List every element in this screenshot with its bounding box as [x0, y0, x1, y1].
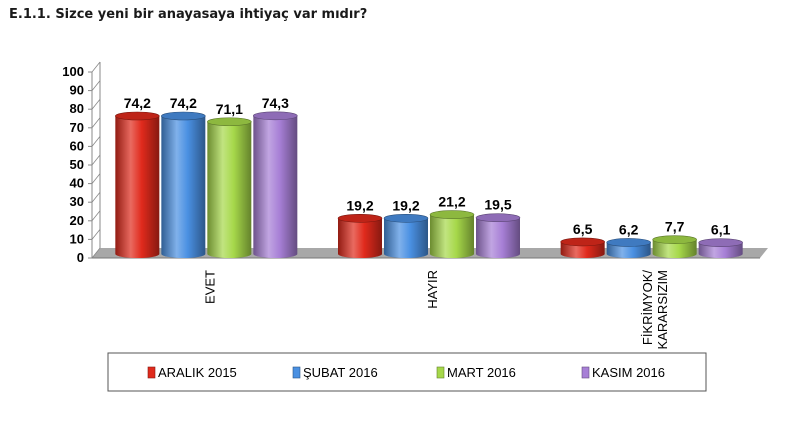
bar-body	[384, 218, 428, 258]
bar	[161, 111, 206, 258]
bar-top	[115, 111, 160, 121]
bar-body	[161, 115, 206, 258]
y-tick-connector	[91, 229, 101, 240]
legend-item: ŞUBAT 2016	[292, 365, 378, 380]
legend-item: ARALIK 2015	[147, 365, 237, 380]
legend-label: KASIM 2016	[592, 365, 665, 380]
bar-top	[560, 237, 605, 247]
y-tick-label: 50	[70, 157, 84, 172]
category-labels: EVET HAYIR FİKRİMYOK/KARARSIZIM	[202, 270, 670, 350]
legend-swatch	[292, 366, 301, 379]
bar-body	[606, 242, 651, 258]
bar-body	[560, 241, 605, 258]
legend-label: MART 2016	[447, 365, 516, 380]
category-label: KARARSIZIM	[655, 270, 670, 349]
data-label: 71,1	[216, 101, 243, 117]
y-tick-label: 20	[70, 213, 84, 228]
y-tick-label: 60	[70, 138, 84, 153]
category-label: FİKRİMYOK/	[640, 270, 655, 346]
bar	[652, 235, 697, 258]
y-tick-connector	[91, 247, 101, 259]
bar	[429, 210, 475, 258]
category-label: EVET	[202, 270, 217, 304]
data-label: 7,7	[665, 219, 685, 235]
y-tick-label: 100	[62, 64, 84, 79]
y-tick-connector	[91, 80, 101, 91]
y-tick-connector	[91, 173, 101, 184]
bar-body	[253, 115, 298, 258]
bar-body	[430, 214, 474, 258]
y-tick-label: 70	[70, 120, 84, 135]
bar	[606, 238, 651, 258]
y-tick-label: 0	[77, 250, 84, 265]
bar-top	[429, 210, 475, 219]
legend-swatch	[436, 366, 445, 379]
bar-body	[115, 115, 160, 258]
y-tick-connector	[91, 210, 101, 222]
y-tick-connector	[91, 191, 101, 203]
data-label: 21,2	[438, 194, 465, 210]
data-label: 19,5	[484, 197, 511, 213]
bar-top	[698, 238, 743, 247]
y-tick-connector	[91, 136, 101, 147]
bar-body	[338, 218, 382, 258]
y-axis: 0 10 20 30 40 50 60 70 80 90 100	[62, 61, 101, 265]
bar-top	[383, 213, 429, 223]
legend-item: KASIM 2016	[581, 365, 665, 380]
data-labels: 74,2 74,2 71,1 74,3 19,2 19,2 21,2 19,5 6,5 6,2 7,…	[124, 95, 731, 238]
bar-top	[207, 117, 252, 127]
data-label: 74,2	[124, 95, 151, 111]
legend-box	[107, 352, 707, 392]
y-tick-connector	[91, 117, 101, 129]
bar	[207, 117, 252, 258]
bar	[115, 111, 160, 258]
bar-body	[476, 217, 520, 258]
legend-swatch	[581, 366, 590, 379]
bar-body	[652, 239, 697, 258]
y-tick-label: 80	[70, 101, 84, 116]
bar-top	[606, 238, 651, 247]
bar-top	[337, 213, 383, 223]
data-label: 74,3	[262, 95, 289, 111]
y-tick-label: 30	[70, 194, 84, 209]
bar-top	[475, 213, 521, 223]
y-tick-label: 90	[70, 83, 84, 98]
data-label: 74,2	[170, 95, 197, 111]
page-title: E.1.1. Sizce yeni bir anayasaya ihtiyaç …	[9, 7, 368, 22]
data-label: 19,2	[346, 197, 373, 213]
bar	[560, 237, 605, 258]
data-label: 19,2	[392, 197, 419, 213]
y-tick-label: 40	[70, 176, 84, 191]
bar	[698, 238, 743, 258]
bar-body	[207, 121, 252, 258]
data-label: 6,1	[711, 222, 731, 238]
legend-label: ŞUBAT 2016	[303, 365, 378, 380]
bars	[115, 111, 743, 258]
y-tick-connector	[91, 61, 101, 73]
legend: ARALIK 2015 ŞUBAT 2016 MART 2016 KASIM 2016	[107, 352, 707, 392]
bar-top	[161, 111, 206, 121]
legend-swatch	[147, 366, 156, 379]
bar	[337, 213, 383, 258]
category-label: HAYIR	[425, 270, 440, 309]
y-tick-connector	[91, 98, 101, 110]
data-label: 6,5	[573, 221, 593, 237]
y-tick-connector	[91, 154, 101, 166]
bar-top	[652, 235, 697, 244]
y-tick-label: 10	[70, 231, 84, 246]
bar	[253, 111, 298, 258]
bar-top	[253, 111, 298, 121]
bar	[383, 213, 429, 258]
data-label: 6,2	[619, 221, 639, 237]
legend-item: MART 2016	[436, 365, 516, 380]
bar-body	[698, 242, 743, 258]
legend-label: ARALIK 2015	[158, 365, 237, 380]
bar	[475, 213, 521, 258]
